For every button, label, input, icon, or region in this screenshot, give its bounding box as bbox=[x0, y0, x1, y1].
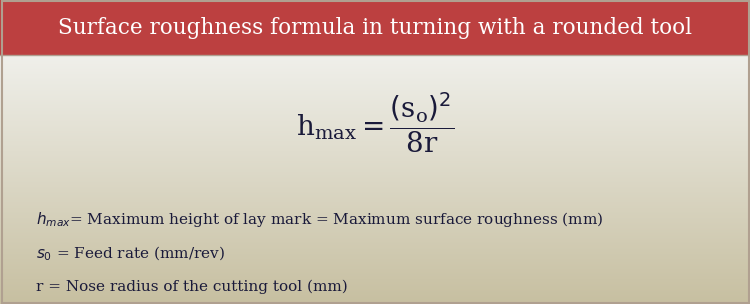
Text: r = Nose radius of the cutting tool (mm): r = Nose radius of the cutting tool (mm) bbox=[36, 279, 348, 294]
Text: $s_0$ = Feed rate (mm/rev): $s_0$ = Feed rate (mm/rev) bbox=[36, 245, 225, 264]
Text: Surface roughness formula in turning with a rounded tool: Surface roughness formula in turning wit… bbox=[58, 17, 692, 39]
Text: $h_{max}$= Maximum height of lay mark = Maximum surface roughness (mm): $h_{max}$= Maximum height of lay mark = … bbox=[36, 210, 604, 229]
Text: $\mathdefault{h}_{\mathdefault{max}} = \dfrac{(\mathdefault{s}_\mathdefault{o})^: $\mathdefault{h}_{\mathdefault{max}} = \… bbox=[296, 90, 454, 155]
FancyBboxPatch shape bbox=[0, 0, 750, 55]
